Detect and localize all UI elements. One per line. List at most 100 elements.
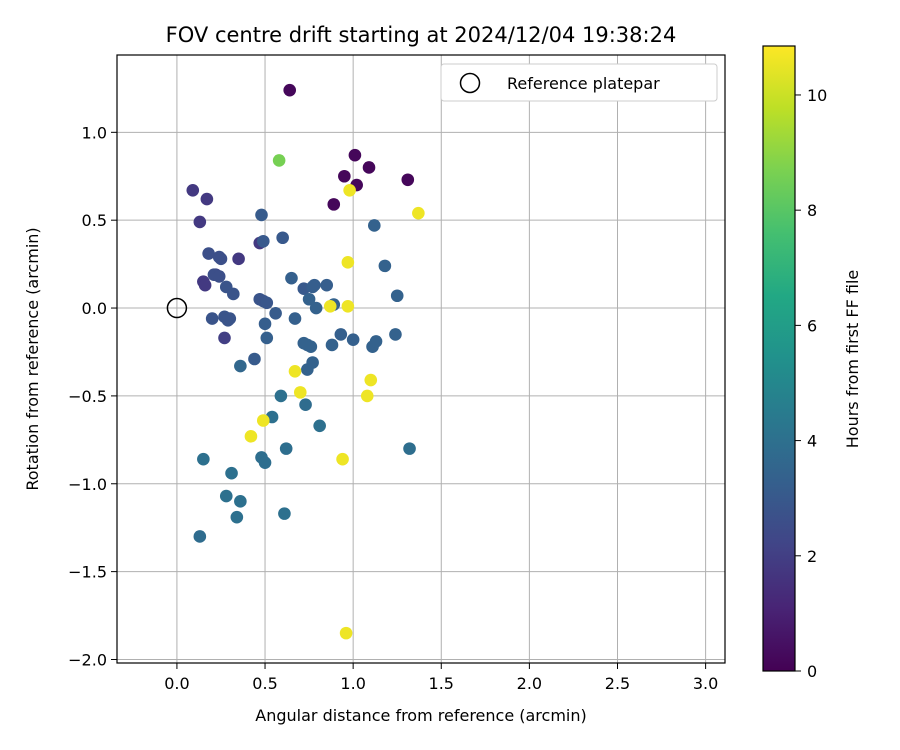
data-point [258, 456, 272, 469]
data-point [308, 278, 321, 292]
data-point [360, 389, 374, 403]
data-point [255, 208, 268, 222]
x-axis-ticks: 0.0 0.5 1.0 1.5 2.0 2.5 3.0 [164, 663, 718, 693]
data-point [288, 365, 302, 378]
data-point [227, 287, 240, 301]
data-point [279, 442, 293, 455]
data-point [205, 312, 219, 325]
colorbar: 0 2 4 6 8 10 Hours from first FF file [762, 45, 862, 681]
data-point [221, 314, 235, 327]
data-point [258, 317, 272, 331]
data-point [390, 289, 404, 303]
data-point [343, 184, 356, 197]
x-tick-label: 1.5 [429, 674, 454, 693]
data-point [323, 299, 337, 313]
data-point [212, 270, 226, 283]
data-point [193, 530, 207, 543]
legend-box [440, 63, 718, 102]
data-point [336, 452, 349, 466]
data-point [260, 331, 274, 345]
data-point [234, 495, 247, 508]
x-axis-label: Angular distance from reference (arcmin) [255, 706, 586, 725]
data-point [283, 83, 297, 97]
data-point [378, 259, 392, 273]
data-point [299, 398, 312, 411]
x-tick-label: 2.5 [605, 674, 630, 693]
colorbar-tick-label: 6 [807, 316, 817, 335]
colorbar-tick-label: 10 [807, 86, 827, 105]
data-point [274, 389, 288, 403]
colorbar-label: Hours from first FF file [843, 270, 862, 449]
data-point [202, 247, 215, 260]
plot-frame [116, 54, 726, 664]
data-point [325, 338, 339, 352]
data-point [256, 414, 270, 427]
colorbar-tick-label: 0 [807, 662, 817, 681]
data-point [362, 161, 376, 174]
y-tick-label: −2.0 [68, 650, 107, 669]
data-point [401, 173, 415, 187]
y-tick-label: 0.5 [82, 211, 107, 230]
data-point [348, 148, 362, 162]
x-tick-label: 0.5 [252, 674, 277, 693]
data-point [256, 234, 270, 248]
y-tick-label: −1.0 [68, 475, 107, 494]
colorbar-ticks: 0 2 4 6 8 10 [795, 86, 827, 681]
y-axis-ticks: −2.0 −1.5 −1.0 −0.5 0.0 0.5 1.0 [68, 123, 117, 669]
data-point [346, 333, 360, 346]
data-point [218, 331, 231, 345]
colorbar-tick-label: 8 [807, 201, 817, 220]
data-point [269, 307, 282, 320]
data-point [341, 299, 355, 313]
y-tick-label: 0.0 [82, 299, 107, 318]
data-point [225, 466, 238, 480]
data-point [193, 215, 207, 229]
data-point [260, 296, 274, 310]
data-point [369, 335, 383, 348]
data-point [320, 278, 334, 292]
data-point [248, 352, 261, 366]
colorbar-tick-label: 2 [807, 547, 817, 566]
data-point [412, 206, 425, 220]
data-point [219, 489, 233, 503]
data-point [234, 359, 247, 373]
x-tick-label: 2.0 [517, 674, 542, 693]
data-point [364, 373, 378, 387]
data-point [186, 184, 200, 197]
data-point [276, 231, 289, 245]
data-point [198, 278, 212, 292]
data-point [367, 219, 381, 232]
data-point [288, 312, 302, 325]
x-tick-label: 1.0 [340, 674, 365, 693]
data-points [186, 83, 425, 640]
data-point [244, 430, 258, 443]
reference-point-marker [166, 297, 188, 319]
x-tick-label: 3.0 [693, 674, 718, 693]
y-tick-label: 1.0 [82, 123, 107, 142]
data-point [278, 507, 291, 520]
colorbar-gradient [762, 45, 796, 672]
data-point [200, 192, 214, 206]
data-point [339, 626, 353, 640]
legend-marker [459, 72, 481, 94]
data-point [389, 328, 402, 341]
y-tick-label: −0.5 [68, 387, 107, 406]
chart-title: FOV centre drift starting at 2024/12/04 … [166, 23, 677, 47]
data-point [327, 198, 341, 211]
data-point [272, 154, 286, 167]
data-point [304, 340, 318, 353]
data-point [403, 442, 416, 455]
data-point [306, 356, 319, 369]
data-point [313, 419, 326, 433]
y-tick-label: −1.5 [68, 563, 107, 582]
data-point [309, 301, 323, 315]
legend: Reference platepar [440, 63, 718, 102]
y-axis-label: Rotation from reference (arcmin) [23, 227, 42, 490]
colorbar-tick-label: 4 [807, 432, 817, 451]
data-point [214, 252, 228, 266]
data-point [334, 328, 348, 341]
data-point [197, 452, 210, 466]
data-point [285, 271, 298, 285]
data-point [230, 510, 244, 524]
